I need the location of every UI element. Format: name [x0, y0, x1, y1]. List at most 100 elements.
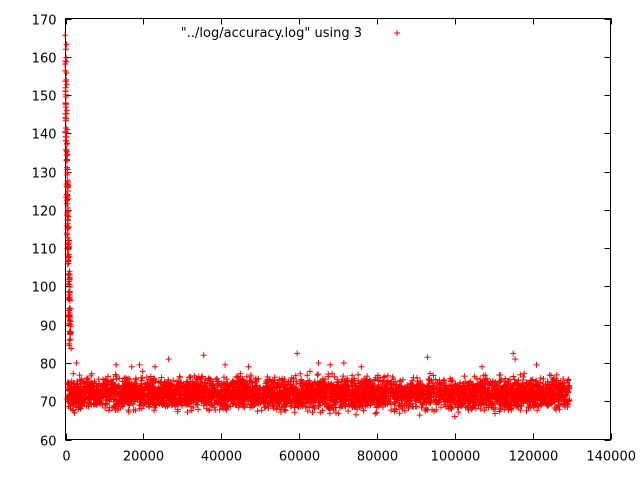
data-point [64, 395, 71, 402]
data-point [126, 400, 133, 407]
data-point [556, 406, 563, 413]
data-point [277, 408, 284, 415]
data-point [139, 374, 146, 381]
data-point [399, 392, 406, 399]
data-point [111, 403, 118, 410]
data-point [480, 391, 487, 398]
data-point [450, 383, 457, 390]
data-point [136, 402, 143, 409]
data-point [138, 377, 145, 384]
data-point [133, 385, 140, 392]
data-point [76, 404, 83, 411]
data-point [502, 390, 509, 397]
data-point [426, 383, 433, 390]
data-point [502, 382, 509, 389]
data-point [380, 399, 387, 406]
data-point-outlier [152, 363, 159, 370]
data-point [177, 379, 184, 386]
data-point [369, 395, 376, 402]
data-point [192, 381, 199, 388]
data-point [441, 384, 448, 391]
data-point [427, 370, 434, 377]
data-point [261, 397, 268, 404]
data-point [104, 394, 111, 401]
data-point [562, 396, 569, 403]
data-point [102, 400, 109, 407]
data-point [253, 393, 260, 400]
data-point [358, 395, 365, 402]
data-point [69, 407, 76, 414]
data-point [397, 377, 404, 384]
data-point [255, 375, 262, 382]
data-point [169, 387, 176, 394]
y-tick-label: 110 [32, 243, 57, 258]
data-point [496, 378, 503, 385]
y-tick-label: 100 [32, 281, 57, 296]
data-point [534, 407, 541, 414]
data-point [63, 41, 70, 48]
data-point [193, 380, 200, 387]
data-point [379, 378, 386, 385]
data-point [65, 205, 72, 211]
data-point [336, 404, 343, 411]
y-axis: 60 70 80 90 100 110 120 130 140 150 160 170 [32, 14, 611, 450]
data-point-outlier [315, 359, 322, 366]
legend-label: "../log/accuracy.log" using 3 [181, 26, 362, 41]
data-point [481, 401, 488, 408]
data-point [314, 390, 321, 397]
data-point [144, 391, 151, 398]
data-point-outlier [512, 356, 519, 363]
data-point [64, 200, 71, 207]
data-point [116, 401, 123, 408]
data-point [244, 395, 251, 402]
data-point [91, 387, 98, 394]
data-point [149, 399, 156, 406]
data-point [62, 88, 69, 95]
data-point-outlier [327, 361, 334, 368]
data-point [373, 399, 380, 406]
data-point [331, 390, 338, 397]
data-point [87, 394, 94, 401]
data-point [519, 380, 526, 387]
data-point [388, 407, 395, 414]
data-point [277, 382, 284, 389]
data-point [320, 398, 327, 405]
data-point [223, 376, 230, 383]
data-point [382, 389, 389, 396]
data-point-outlier [479, 363, 486, 370]
data-point [195, 383, 202, 390]
data-point [334, 379, 341, 386]
data-point [455, 409, 462, 416]
data-point [255, 388, 262, 395]
data-point [191, 397, 198, 404]
data-point [565, 382, 572, 389]
data-point [530, 403, 537, 410]
y-tick-label: 80 [40, 358, 57, 373]
data-point [297, 380, 304, 387]
data-point [328, 382, 335, 389]
data-point [304, 408, 311, 415]
data-point [67, 321, 74, 328]
data-point [252, 376, 259, 383]
data-point [311, 388, 318, 395]
data-point [204, 377, 211, 384]
data-point [304, 378, 311, 385]
data-point [489, 390, 496, 397]
data-point [381, 393, 388, 400]
data-point [373, 394, 380, 401]
data-point [63, 141, 70, 148]
data-point [93, 383, 100, 390]
data-point [439, 394, 446, 401]
data-point [152, 404, 159, 411]
data-point [400, 394, 407, 401]
data-point [341, 401, 348, 408]
data-point [322, 389, 329, 396]
data-point [544, 403, 551, 410]
data-point [420, 399, 427, 406]
data-point [456, 396, 463, 403]
data-point [367, 400, 374, 407]
data-point [484, 375, 491, 382]
data-point [174, 406, 181, 413]
data-point [79, 393, 86, 400]
data-point [498, 399, 505, 406]
